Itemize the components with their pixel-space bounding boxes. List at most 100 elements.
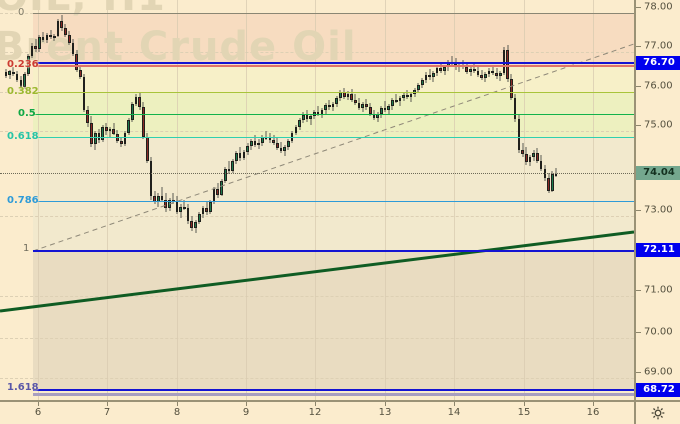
candlestick <box>443 0 446 400</box>
hgrid-line <box>0 216 634 217</box>
candle-wick <box>317 106 319 117</box>
candlestick <box>391 0 394 400</box>
candlestick <box>502 0 506 400</box>
candlestick <box>78 0 82 400</box>
candlestick <box>365 0 368 400</box>
candle-body <box>64 28 67 36</box>
candle-body <box>272 140 275 143</box>
price-tag-support[interactable]: 72.11 <box>636 243 680 257</box>
candlestick <box>316 0 320 400</box>
candlestick <box>350 0 353 400</box>
chart-plot-area[interactable]: OIL, H1 Brent Crude Oil 0 0.236 0.382 0.… <box>0 0 634 400</box>
candlestick <box>387 0 391 400</box>
candlestick <box>406 0 409 400</box>
candle-wick <box>462 59 464 69</box>
current-price-line <box>0 173 634 174</box>
candle-wick <box>265 130 267 140</box>
candlestick <box>249 0 253 400</box>
candle-body <box>550 173 554 192</box>
candlestick <box>428 0 431 400</box>
candle-body <box>238 152 242 159</box>
candle-body <box>197 213 201 222</box>
candlestick <box>294 0 298 400</box>
candlestick <box>67 0 71 400</box>
candle-body <box>283 146 287 151</box>
candle-body <box>409 94 413 98</box>
hgrid-line <box>0 378 634 379</box>
candlestick <box>435 0 439 400</box>
fib-line-1618-shadow <box>33 393 634 396</box>
candle-body <box>368 107 372 115</box>
candle-body <box>97 132 101 140</box>
candlestick <box>38 0 41 400</box>
candlestick <box>90 0 93 400</box>
candle-wick <box>35 39 37 52</box>
price-tag-current[interactable]: 74.04 <box>636 166 680 180</box>
candle-wick <box>522 142 524 157</box>
candle-body <box>484 73 487 78</box>
fib-line-1 <box>33 250 634 252</box>
fib-band-236-382 <box>33 65 634 92</box>
candlestick <box>283 0 287 400</box>
vgrid-line <box>385 0 386 400</box>
candle-body <box>30 46 34 56</box>
candle-body <box>554 173 558 176</box>
candle-wick <box>395 94 397 104</box>
candlestick <box>112 0 116 400</box>
candle-body <box>406 94 409 98</box>
candlestick <box>380 0 383 400</box>
candle-wick <box>53 34 55 42</box>
candlestick <box>227 0 231 400</box>
candle-body <box>52 35 56 38</box>
fib-line-0236 <box>33 65 634 67</box>
candlestick <box>34 0 38 400</box>
candle-body <box>298 120 301 127</box>
candle-body <box>387 106 391 111</box>
candle-body <box>350 94 353 100</box>
candle-body <box>45 35 49 41</box>
candlestick <box>539 0 543 400</box>
vgrid-line <box>315 0 316 400</box>
candle-body <box>209 201 212 212</box>
candle-body <box>532 152 536 157</box>
candlestick <box>183 0 186 400</box>
fib-line-0618 <box>33 137 634 138</box>
candle-body <box>353 99 357 104</box>
candle-body <box>216 189 220 195</box>
candle-body <box>417 85 420 91</box>
candle-body <box>138 97 142 108</box>
hgrid-line <box>0 131 634 132</box>
gear-icon[interactable] <box>650 405 666 421</box>
fib-label-0236: 0.236 <box>7 59 39 70</box>
candle-body <box>149 161 153 197</box>
hgrid-line <box>0 296 634 297</box>
price-tag-resistance[interactable]: 76.70 <box>636 56 680 70</box>
candlestick <box>4 0 8 400</box>
candlestick <box>517 0 521 400</box>
candle-body <box>49 35 52 38</box>
candlestick <box>298 0 301 400</box>
candle-body <box>420 79 424 86</box>
candlestick <box>179 0 182 400</box>
candle-body <box>41 37 45 41</box>
candlestick <box>528 0 532 400</box>
candle-wick <box>384 101 386 113</box>
candle-body <box>398 98 402 102</box>
price-tag-extension[interactable]: 68.72 <box>636 383 680 397</box>
price-axis[interactable]: 78.00 77.00 76.00 75.00 73.00 71.00 70.0… <box>634 0 680 400</box>
candlestick <box>52 0 56 400</box>
candle-body <box>547 178 550 192</box>
candlestick <box>524 0 528 400</box>
candle-body <box>469 68 472 72</box>
time-axis[interactable]: 6 7 8 9 12 13 14 15 16 <box>0 400 634 424</box>
candle-body <box>498 73 502 77</box>
chart-settings-corner[interactable] <box>634 400 680 424</box>
fib-line-0786 <box>33 201 634 202</box>
vgrid-line <box>593 0 594 400</box>
candlestick <box>223 0 227 400</box>
hgrid-line <box>0 52 634 53</box>
candlestick <box>19 0 23 400</box>
candle-body <box>82 77 86 111</box>
candlestick <box>272 0 275 400</box>
candle-wick <box>365 98 367 110</box>
